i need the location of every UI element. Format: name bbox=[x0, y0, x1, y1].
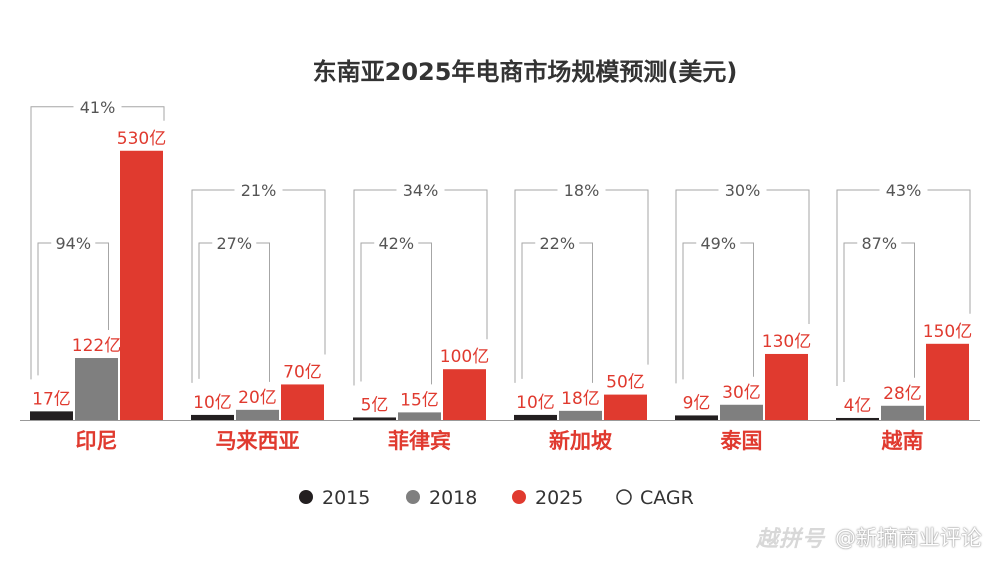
cagr-label-bg bbox=[557, 180, 606, 200]
cagr-label-outer: 18% bbox=[564, 181, 600, 200]
legend-label: CAGR bbox=[640, 487, 694, 509]
category-label: 菲律宾 bbox=[388, 429, 451, 453]
cagr-label-outer: 43% bbox=[886, 181, 922, 200]
data-label-2015: 5亿 bbox=[361, 395, 389, 415]
data-label-2025: 100亿 bbox=[440, 347, 489, 367]
legend-item-2025: 2025 bbox=[512, 487, 583, 509]
data-label-2025: 70亿 bbox=[283, 362, 322, 382]
data-label-2025: 50亿 bbox=[606, 373, 645, 393]
data-label-2018: 30亿 bbox=[722, 383, 761, 403]
data-label-2018: 15亿 bbox=[400, 390, 439, 410]
data-label-2018: 18亿 bbox=[561, 389, 600, 409]
legend-marker bbox=[512, 490, 526, 504]
cagr-bracket-inner bbox=[843, 242, 915, 382]
bar-group-4: 10亿 18亿 50亿 18% 22% 新加坡 bbox=[514, 180, 649, 453]
data-label-2015: 4亿 bbox=[844, 396, 872, 416]
legend-marker bbox=[406, 490, 420, 504]
data-label-2015: 17亿 bbox=[32, 389, 71, 409]
data-label-2018: 28亿 bbox=[883, 384, 922, 404]
data-label-2015: 9亿 bbox=[683, 393, 711, 413]
bar-2015 bbox=[675, 415, 718, 420]
bar-group-3: 5亿 15亿 100亿 34% 42% 菲律宾 bbox=[353, 180, 489, 453]
category-label: 泰国 bbox=[720, 429, 763, 453]
cagr-bracket-outer bbox=[514, 189, 649, 383]
legend-marker-hollow bbox=[616, 489, 632, 505]
legend-label: 2015 bbox=[322, 487, 370, 509]
cagr-bracket-inner bbox=[521, 242, 593, 383]
watermark-logo: 越拼号 bbox=[755, 527, 825, 552]
bar-2015 bbox=[191, 414, 234, 420]
cagr-label-outer: 21% bbox=[241, 181, 277, 200]
bar-2025 bbox=[443, 369, 486, 420]
cagr-label-bg bbox=[879, 180, 928, 200]
cagr-label-outer: 30% bbox=[725, 181, 761, 200]
legend-label: 2018 bbox=[429, 487, 477, 509]
cagr-label-bg bbox=[718, 180, 767, 200]
bar-2025 bbox=[765, 353, 808, 420]
cagr-label-inner: 87% bbox=[861, 234, 897, 253]
bar-2018 bbox=[720, 404, 763, 420]
legend-item-2015: 2015 bbox=[299, 487, 370, 509]
cagr-label-inner: 22% bbox=[539, 234, 575, 253]
cagr-label-inner: 42% bbox=[378, 234, 414, 253]
cagr-label-bg bbox=[696, 233, 741, 253]
cagr-label-outer: 34% bbox=[403, 181, 439, 200]
cagr-label-inner: 94% bbox=[55, 234, 91, 253]
bar-2025 bbox=[281, 384, 324, 420]
cagr-label-bg bbox=[857, 233, 902, 253]
cagr-label-bg bbox=[374, 233, 419, 253]
bar-2015 bbox=[514, 414, 557, 420]
category-label: 马来西亚 bbox=[216, 429, 300, 453]
cagr-label-bg bbox=[234, 180, 283, 200]
bar-2025 bbox=[604, 394, 647, 420]
cagr-label-bg bbox=[51, 233, 96, 253]
bar-2018 bbox=[236, 409, 279, 420]
bar-2025 bbox=[120, 150, 163, 420]
bar-2018 bbox=[559, 410, 602, 420]
cagr-label-outer: 41% bbox=[80, 98, 116, 117]
cagr-bracket-outer bbox=[191, 189, 326, 383]
data-label-2025: 130亿 bbox=[762, 332, 811, 352]
bar-2025 bbox=[926, 343, 969, 420]
cagr-label-bg bbox=[73, 96, 122, 117]
bar-group-5: 9亿 30亿 130亿 30% 49% 泰国 bbox=[675, 180, 811, 453]
bar-2015 bbox=[30, 411, 73, 420]
bar-group-2: 10亿 20亿 70亿 21% 27% 马来西亚 bbox=[191, 180, 326, 453]
cagr-label-bg bbox=[212, 233, 257, 253]
legend-marker bbox=[299, 490, 313, 504]
legend-item-cagr: CAGR bbox=[616, 487, 694, 509]
data-label-2018: 122亿 bbox=[72, 336, 121, 356]
data-label-2018: 20亿 bbox=[238, 388, 277, 408]
cagr-label-inner: 27% bbox=[216, 234, 252, 253]
category-label: 越南 bbox=[881, 429, 924, 453]
watermark-text: @新摘商业评论 bbox=[835, 526, 982, 550]
cagr-label-bg bbox=[396, 180, 445, 200]
legend-item-2018: 2018 bbox=[406, 487, 477, 509]
cagr-label-inner: 49% bbox=[700, 234, 736, 253]
bar-2018 bbox=[881, 405, 924, 420]
bar-2018 bbox=[75, 358, 118, 420]
bar-2015 bbox=[353, 417, 396, 420]
legend: 2015 2018 2025 CAGR bbox=[299, 487, 694, 509]
data-label-2015: 10亿 bbox=[516, 393, 555, 413]
cagr-bracket-inner bbox=[198, 242, 270, 382]
watermark: 越拼号 @新摘商业评论 bbox=[756, 521, 982, 553]
data-label-2025: 150亿 bbox=[923, 322, 972, 342]
bar-group-6: 4亿 28亿 150亿 43% 87% 越南 bbox=[836, 180, 972, 453]
cagr-bracket-inner bbox=[360, 242, 432, 385]
category-label: 印尼 bbox=[76, 429, 118, 453]
bar-2018 bbox=[398, 412, 441, 420]
data-label-2025: 530亿 bbox=[117, 129, 166, 149]
chart-title: 东南亚2025年电商市场规模预测(美元) bbox=[313, 58, 738, 86]
cagr-label-bg bbox=[535, 233, 580, 253]
cagr-bracket-inner bbox=[682, 242, 754, 380]
legend-label: 2025 bbox=[535, 487, 583, 509]
data-label-2015: 10亿 bbox=[193, 393, 232, 413]
category-label: 新加坡 bbox=[549, 429, 612, 453]
bar-2015 bbox=[836, 417, 879, 420]
